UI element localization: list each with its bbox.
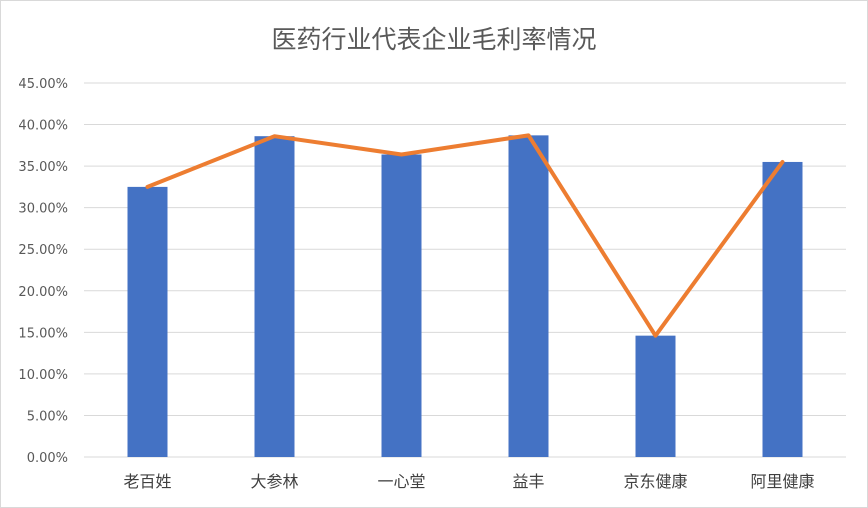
y-tick-label: 25.00% <box>18 243 68 258</box>
y-tick-label: 15.00% <box>18 326 68 341</box>
bar <box>254 136 295 458</box>
x-category-label: 大参林 <box>250 472 298 491</box>
bar <box>127 186 168 457</box>
y-tick-label: 40.00% <box>18 119 68 134</box>
y-tick-label: 10.00% <box>18 368 68 383</box>
y-tick-label: 35.00% <box>18 160 68 175</box>
y-tick-label: 0.00% <box>27 451 68 466</box>
x-category-label: 阿里健康 <box>750 472 814 491</box>
bar <box>762 161 803 457</box>
y-tick-label: 5.00% <box>27 409 68 424</box>
x-category-label: 京东健康 <box>623 472 687 491</box>
line-series <box>145 133 785 338</box>
y-tick-label: 45.00% <box>18 77 68 92</box>
x-category-label: 老百姓 <box>123 472 171 491</box>
chart-title: 医药行业代表企业毛利率情况 <box>271 25 597 54</box>
bar <box>381 154 422 457</box>
bar <box>635 335 676 457</box>
y-tick-label: 30.00% <box>18 202 68 217</box>
bar <box>508 135 549 458</box>
y-tick-label: 20.00% <box>18 285 68 300</box>
x-category-label: 一心堂 <box>377 472 425 491</box>
x-category-label: 益丰 <box>512 472 544 491</box>
